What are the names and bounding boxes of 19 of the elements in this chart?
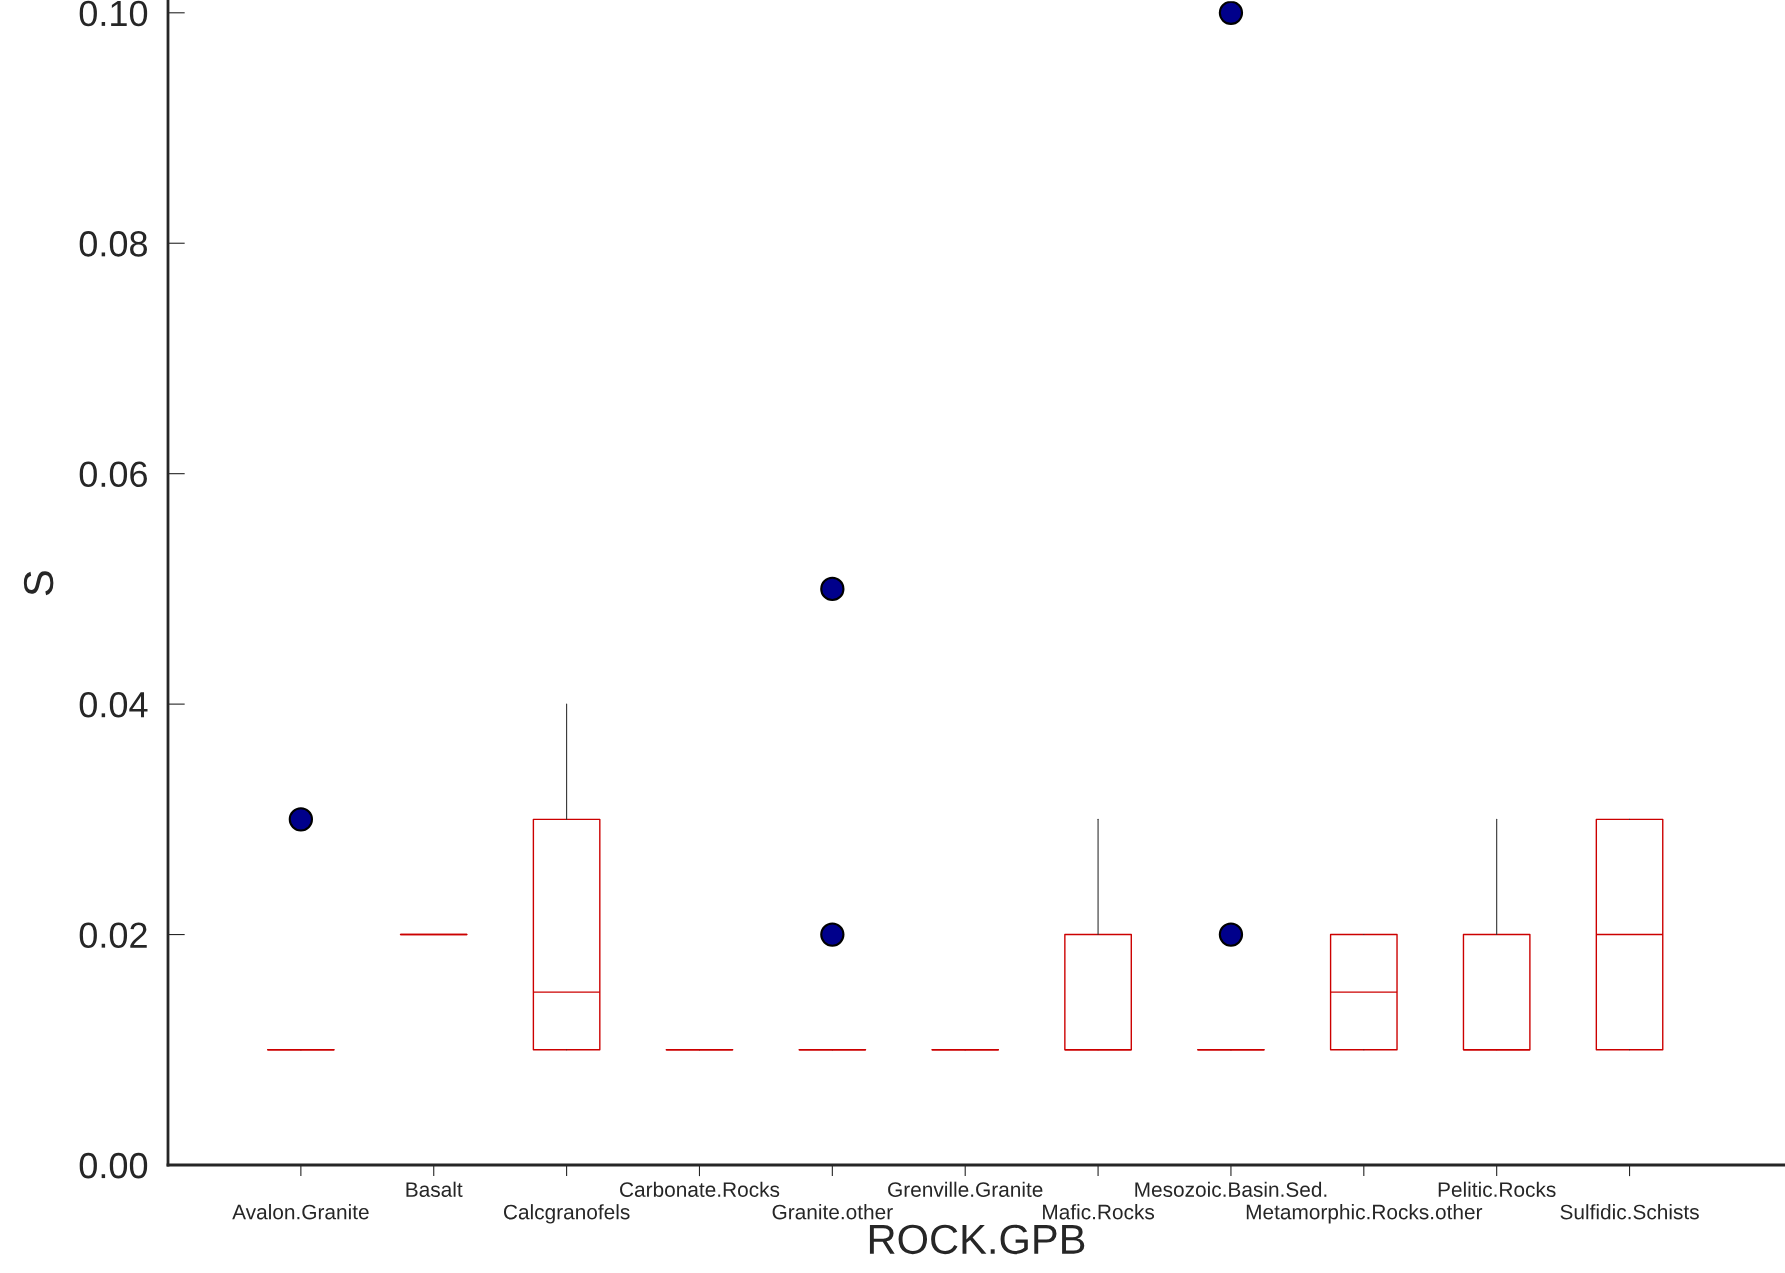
y-tick-label: 0.10 bbox=[79, 0, 148, 27]
x-tick-label: Metamorphic.Rocks.other bbox=[1246, 1204, 1483, 1224]
y-axis-title: S bbox=[23, 571, 54, 596]
y-tick-label: 0.04 bbox=[79, 691, 148, 718]
x-tick-label: Pelitic.Rocks bbox=[1438, 1181, 1556, 1197]
x-tick-label: Grenville.Granite bbox=[888, 1181, 1043, 1197]
x-tick-label: Carbonate.Rocks bbox=[620, 1181, 780, 1197]
x-tick-label: Avalon.Granite bbox=[232, 1204, 369, 1220]
x-tick-label: Mafic.Rocks bbox=[1043, 1204, 1155, 1220]
x-tick-label: Sulfidic.Schists bbox=[1560, 1204, 1699, 1220]
y-tick-label: 0.02 bbox=[79, 922, 147, 948]
x-tick-label: Granite.other bbox=[772, 1204, 893, 1220]
x-tick-label: Basalt bbox=[406, 1181, 463, 1197]
y-tick-label: 0.06 bbox=[79, 461, 147, 488]
x-tick-label: Mesozoic.Basin.Sed. bbox=[1135, 1181, 1327, 1197]
y-tick-label: 0.08 bbox=[79, 231, 147, 257]
x-axis-title: ROCK.GPB bbox=[869, 1224, 1085, 1255]
x-tick-label: Calcgranofels bbox=[503, 1204, 630, 1224]
y-tick-label: 0.00 bbox=[79, 1152, 148, 1179]
